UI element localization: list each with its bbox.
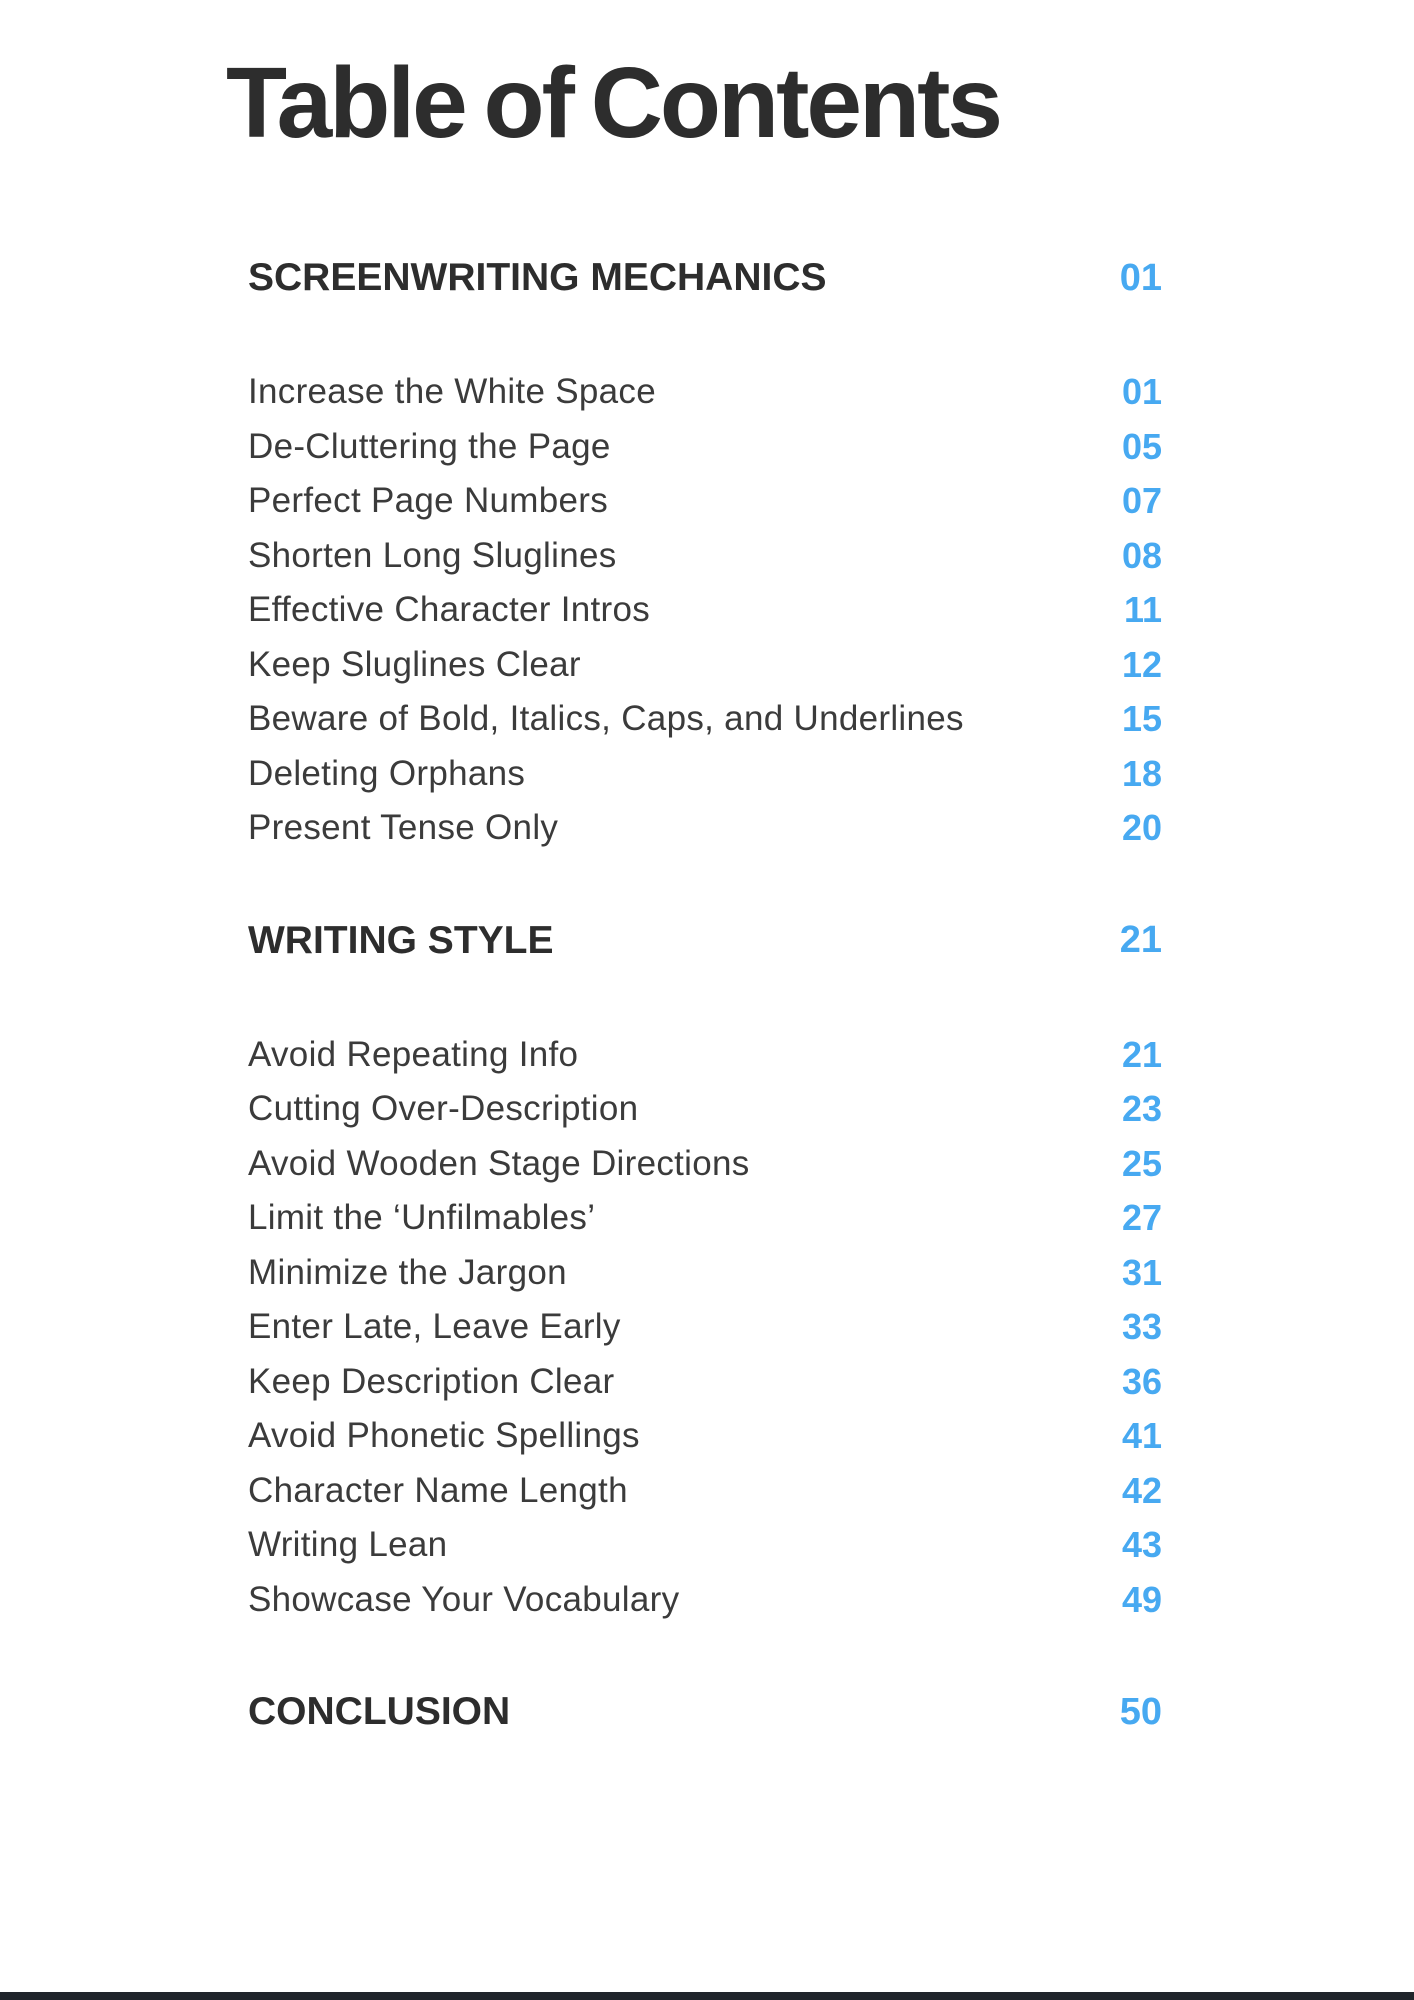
toc-item: Effective Character Intros 11 bbox=[248, 583, 1162, 638]
footer-bar bbox=[0, 1992, 1414, 2000]
toc-item: Perfect Page Numbers 07 bbox=[248, 474, 1162, 529]
toc-section-header-row: SCREENWRITING MECHANICS 01 bbox=[248, 251, 1162, 305]
toc-item: Limit the ‘Unfilmables’ 27 bbox=[248, 1191, 1162, 1246]
toc-item-page-number: 07 bbox=[1121, 480, 1162, 522]
toc-item-label: Increase the White Space bbox=[248, 372, 656, 412]
toc-item-page-number: 36 bbox=[1121, 1360, 1162, 1402]
toc-item-page-number: 43 bbox=[1121, 1524, 1162, 1566]
toc-item-label: Showcase Your Vocabulary bbox=[248, 1579, 680, 1619]
toc: SCREENWRITING MECHANICS 01 Increase the Wh… bbox=[248, 251, 1162, 1799]
toc-item-label: Writing Lean bbox=[248, 1525, 448, 1565]
toc-item-label: Deleting Orphans bbox=[248, 753, 526, 793]
toc-item-page-number: 23 bbox=[1121, 1088, 1162, 1130]
toc-section-header-row: WRITING STYLE 21 bbox=[248, 914, 1162, 968]
toc-item: Minimize the Jargon 31 bbox=[248, 1246, 1162, 1301]
toc-section: WRITING STYLE 21 Avoid Repeating Info 21 Cut… bbox=[248, 914, 1162, 1628]
toc-item-page-number: 25 bbox=[1121, 1142, 1162, 1184]
toc-section-title: SCREENWRITING MECHANICS bbox=[248, 256, 827, 299]
toc-item-label: Shorten Long Sluglines bbox=[248, 535, 617, 575]
toc-item: Enter Late, Leave Early 33 bbox=[248, 1300, 1162, 1355]
toc-item-page-number: 31 bbox=[1121, 1251, 1162, 1293]
toc-item-label: De-Cluttering the Page bbox=[248, 426, 611, 466]
toc-item-page-number: 18 bbox=[1121, 752, 1162, 794]
toc-item-page-number: 01 bbox=[1121, 371, 1162, 413]
toc-item-label: Keep Description Clear bbox=[248, 1361, 615, 1401]
toc-item-page-number: 41 bbox=[1121, 1415, 1162, 1457]
toc-item: De-Cluttering the Page 05 bbox=[248, 420, 1162, 475]
toc-section-header-row: CONCLUSION 50 bbox=[248, 1685, 1162, 1739]
toc-item: Increase the White Space 01 bbox=[248, 365, 1162, 420]
toc-item-page-number: 15 bbox=[1121, 698, 1162, 740]
page-title: Table of Contents bbox=[226, 47, 1003, 159]
toc-item-list: Increase the White Space 01 De-Cluttering … bbox=[248, 365, 1162, 856]
toc-item-label: Avoid Repeating Info bbox=[248, 1034, 579, 1074]
toc-item-label: Avoid Wooden Stage Directions bbox=[248, 1143, 750, 1183]
toc-item-label: Keep Sluglines Clear bbox=[248, 644, 581, 684]
toc-item-page-number: 27 bbox=[1121, 1197, 1162, 1239]
toc-item-page-number: 33 bbox=[1121, 1306, 1162, 1348]
toc-section: CONCLUSION 50 bbox=[248, 1685, 1162, 1739]
toc-item-label: Effective Character Intros bbox=[248, 590, 651, 630]
toc-section-page-number: 01 bbox=[1119, 256, 1162, 299]
toc-item: Deleting Orphans 18 bbox=[248, 747, 1162, 802]
toc-item-label: Character Name Length bbox=[248, 1470, 628, 1510]
toc-item-label: Enter Late, Leave Early bbox=[248, 1307, 621, 1347]
toc-item-page-number: 20 bbox=[1121, 807, 1162, 849]
toc-item-page-number: 05 bbox=[1121, 425, 1162, 467]
toc-section-title: WRITING STYLE bbox=[248, 918, 554, 962]
toc-item: Writing Lean 43 bbox=[248, 1518, 1162, 1573]
toc-item-label: Beware of Bold, Italics, Caps, and Under… bbox=[248, 699, 964, 739]
toc-item: Character Name Length 42 bbox=[248, 1464, 1162, 1519]
toc-section-page-number: 50 bbox=[1119, 1690, 1162, 1733]
toc-item: Beware of Bold, Italics, Caps, and Under… bbox=[248, 692, 1162, 747]
toc-section-title: CONCLUSION bbox=[248, 1690, 511, 1733]
toc-item: Keep Description Clear 36 bbox=[248, 1355, 1162, 1410]
toc-item-label: Limit the ‘Unfilmables’ bbox=[248, 1198, 596, 1238]
toc-item-label: Present Tense Only bbox=[248, 808, 559, 848]
toc-item-label: Cutting Over-Description bbox=[248, 1089, 639, 1129]
toc-section-page-number: 21 bbox=[1119, 919, 1162, 961]
toc-item-page-number: 42 bbox=[1121, 1469, 1162, 1511]
toc-section: SCREENWRITING MECHANICS 01 Increase the Wh… bbox=[248, 251, 1162, 856]
toc-item: Avoid Phonetic Spellings 41 bbox=[248, 1409, 1162, 1464]
toc-item-label: Minimize the Jargon bbox=[248, 1252, 567, 1292]
toc-item-page-number: 49 bbox=[1121, 1578, 1162, 1620]
toc-item-page-number: 12 bbox=[1121, 643, 1162, 685]
toc-item-list: Avoid Repeating Info 21 Cutting Over-Descr… bbox=[248, 1028, 1162, 1628]
toc-item: Present Tense Only 20 bbox=[248, 801, 1162, 856]
toc-item: Showcase Your Vocabulary 49 bbox=[248, 1573, 1162, 1628]
toc-item-page-number: 08 bbox=[1121, 534, 1162, 576]
toc-item-page-number: 21 bbox=[1121, 1033, 1162, 1075]
toc-item: Cutting Over-Description 23 bbox=[248, 1082, 1162, 1137]
toc-item-label: Perfect Page Numbers bbox=[248, 481, 609, 521]
toc-item: Avoid Wooden Stage Directions 25 bbox=[248, 1137, 1162, 1192]
toc-item: Shorten Long Sluglines 08 bbox=[248, 529, 1162, 584]
toc-item: Keep Sluglines Clear 12 bbox=[248, 638, 1162, 693]
toc-item: Avoid Repeating Info 21 bbox=[248, 1028, 1162, 1083]
toc-item-page-number: 11 bbox=[1123, 589, 1162, 631]
toc-item-label: Avoid Phonetic Spellings bbox=[248, 1416, 640, 1456]
